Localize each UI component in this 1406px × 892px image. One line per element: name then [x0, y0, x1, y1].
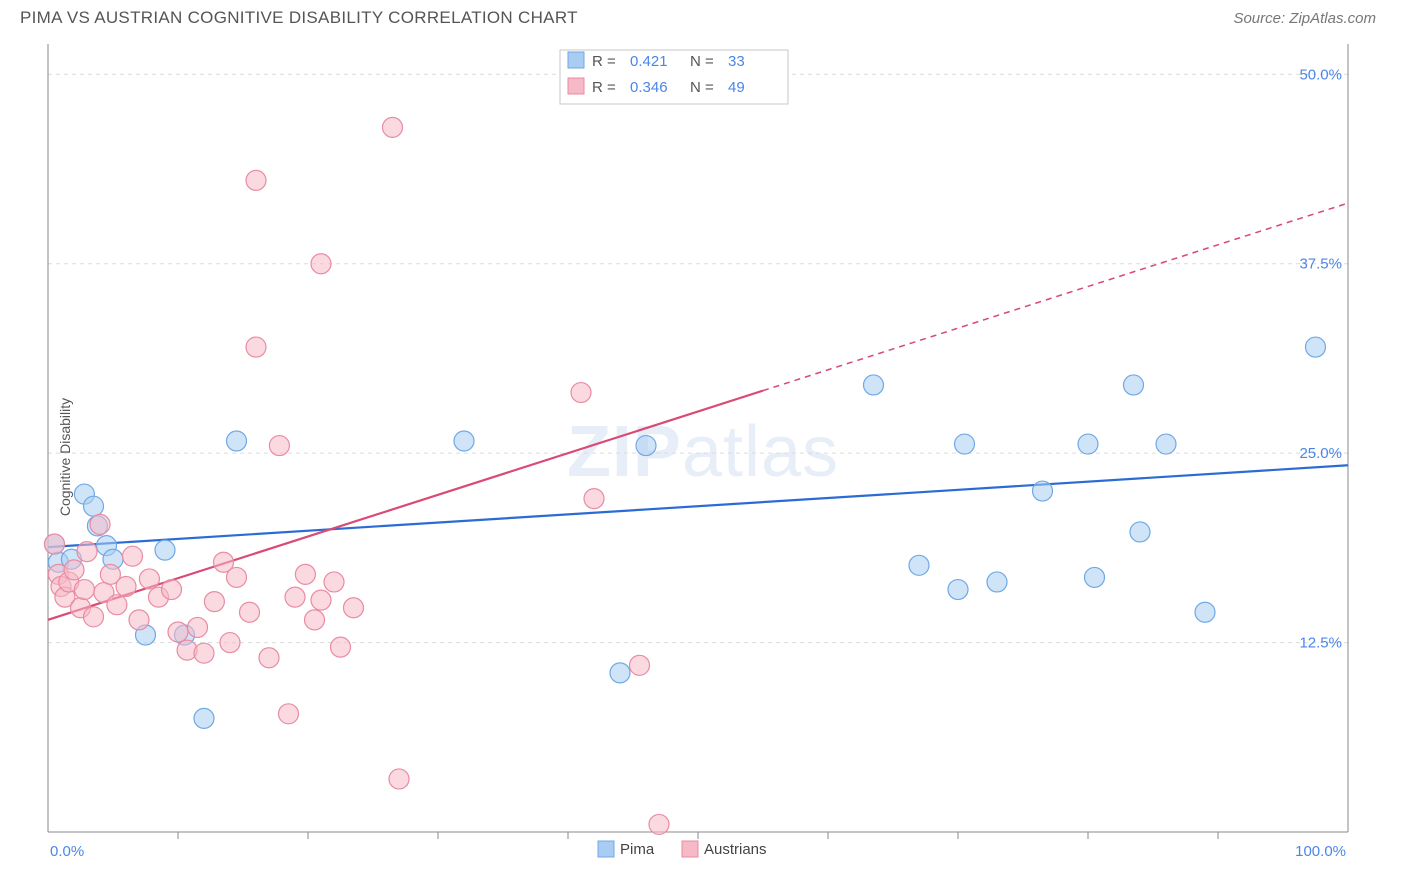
svg-text:0.0%: 0.0%	[50, 843, 84, 860]
svg-text:37.5%: 37.5%	[1299, 256, 1342, 273]
scatter-chart: 12.5% 25.0% 37.5% 50.0% 0.0% 100.0% R = 0.421 N …	[0, 32, 1406, 882]
svg-text:100.0%: 100.0%	[1295, 843, 1346, 860]
svg-text:N =: N =	[690, 79, 714, 96]
svg-text:25.0%: 25.0%	[1299, 445, 1342, 462]
svg-text:N =: N =	[690, 53, 714, 70]
svg-text:49: 49	[728, 79, 745, 96]
svg-text:Austrians: Austrians	[704, 841, 767, 858]
chart-title: PIMA VS AUSTRIAN COGNITIVE DISABILITY CO…	[20, 8, 578, 28]
svg-text:50.0%: 50.0%	[1299, 66, 1342, 83]
svg-text:12.5%: 12.5%	[1299, 635, 1342, 652]
svg-text:R =: R =	[592, 79, 616, 96]
svg-text:0.421: 0.421	[630, 53, 668, 70]
source-label: Source: ZipAtlas.com	[1233, 10, 1376, 27]
chart-area: Cognitive Disability ZIPatlas 12.5%25.0%…	[0, 32, 1406, 882]
svg-text:R =: R =	[592, 53, 616, 70]
svg-text:33: 33	[728, 53, 745, 70]
svg-text:Pima: Pima	[620, 841, 655, 858]
svg-text:0.346: 0.346	[630, 79, 668, 96]
header: PIMA VS AUSTRIAN COGNITIVE DISABILITY CO…	[0, 0, 1406, 32]
